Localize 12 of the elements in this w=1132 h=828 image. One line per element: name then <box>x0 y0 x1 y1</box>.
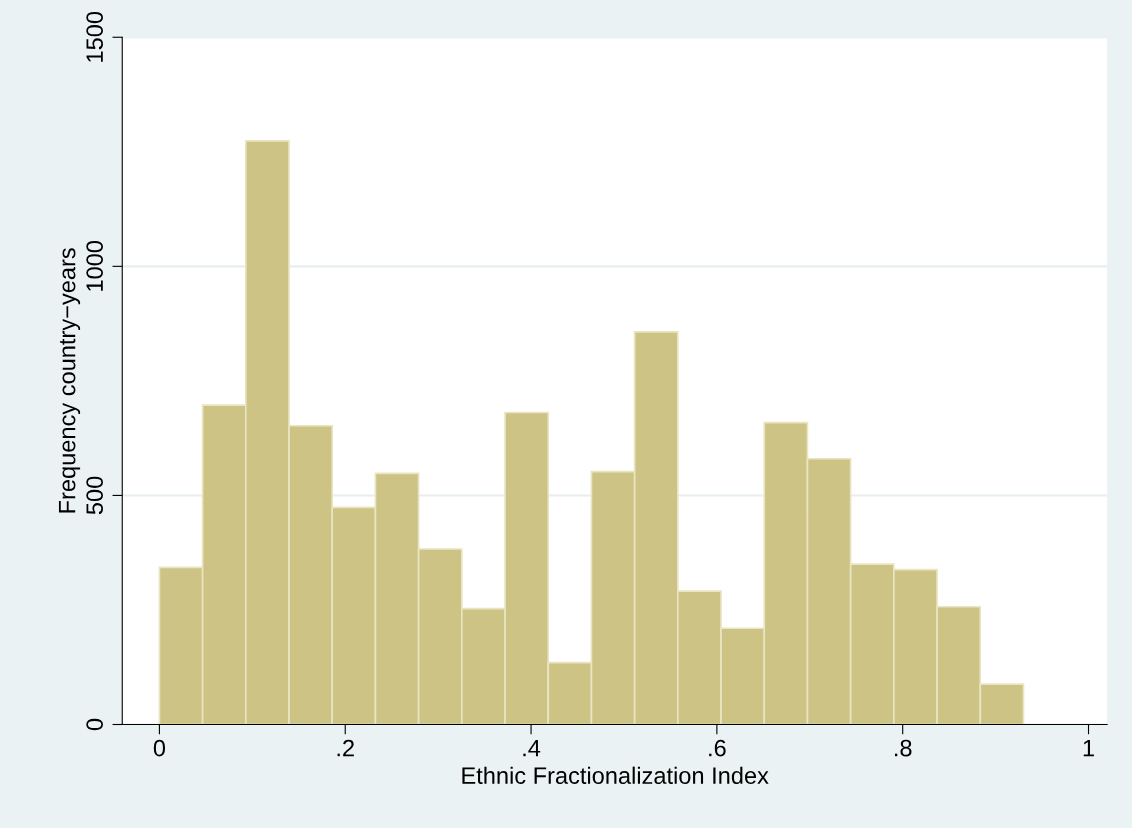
x-tick-label: .2 <box>337 739 354 757</box>
x-tick-label: 1 <box>1083 739 1094 757</box>
y-tick-label: 0 <box>86 718 104 731</box>
x-tick-label: .4 <box>523 739 541 757</box>
x-tick-label: 0 <box>153 739 166 757</box>
y-axis-title: Frequency country−years <box>58 248 81 513</box>
y-tick-label: 1000 <box>86 241 104 291</box>
y-tick-label: 1500 <box>86 11 104 62</box>
y-tick-label: 500 <box>86 476 104 515</box>
x-axis-title: Ethnic Fractionalization Index <box>462 766 769 784</box>
x-tick-label: .6 <box>709 739 726 757</box>
x-tick-label: .8 <box>895 739 912 757</box>
